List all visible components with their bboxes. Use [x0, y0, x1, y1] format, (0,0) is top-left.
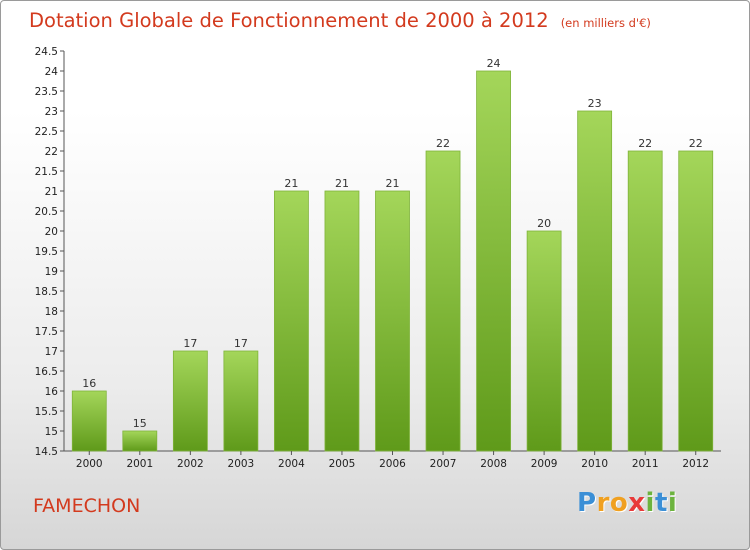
x-tick-label: 2005	[329, 458, 356, 470]
y-tick-label: 22	[45, 146, 58, 158]
bar	[71, 390, 107, 452]
y-tick-label: 14.5	[35, 446, 58, 458]
logo-letter: i	[645, 488, 655, 518]
bar	[122, 430, 158, 452]
y-tick-label: 22.5	[35, 126, 58, 138]
bar-value-label: 21	[284, 177, 298, 190]
y-tick-label: 19.5	[35, 246, 58, 258]
logo-letter: x	[628, 488, 646, 518]
y-tick-label: 20.5	[35, 206, 58, 218]
y-tick-label: 17.5	[35, 326, 58, 338]
bar	[678, 150, 714, 452]
y-tick-label: 16	[45, 386, 59, 398]
x-tick-label: 2003	[228, 458, 255, 470]
bar-value-label: 24	[487, 57, 501, 70]
y-tick-label: 21	[45, 186, 58, 198]
bar	[526, 230, 562, 452]
bar-value-label: 21	[335, 177, 349, 190]
y-tick-label: 21.5	[35, 166, 58, 178]
y-tick-label: 15	[45, 426, 58, 438]
x-axis-ticks: 2000 2001 2002 2003 2004 2005 2006 2007 2008 2009…	[76, 451, 709, 470]
y-tick-label: 15.5	[35, 406, 58, 418]
bar-value-label: 21	[386, 177, 400, 190]
proxiti-logo: Proxiti	[577, 488, 677, 518]
y-axis-ticks: 14.5 15 15.5 16 16.5 17 17.5 18 18.5 19 19.5 20 20.5…	[35, 46, 64, 458]
chart-title: Dotation Globale de Fonctionnement de 20…	[29, 9, 651, 32]
bar	[627, 150, 663, 452]
bar-value-label: 16	[82, 377, 96, 390]
bar-value-label: 23	[588, 97, 602, 110]
bar-value-label: 17	[234, 337, 248, 350]
y-tick-label: 20	[45, 226, 58, 238]
y-tick-label: 19	[45, 266, 58, 278]
bar	[577, 110, 613, 452]
x-tick-label: 2002	[177, 458, 204, 470]
y-tick-label: 18	[45, 306, 58, 318]
x-tick-label: 2001	[126, 458, 153, 470]
y-tick-label: 23	[45, 106, 58, 118]
y-tick-label: 23.5	[35, 86, 58, 98]
logo-letter: r	[596, 488, 610, 518]
x-tick-label: 2009	[531, 458, 558, 470]
x-tick-label: 2006	[379, 458, 406, 470]
logo-letter: i	[667, 488, 678, 518]
bar	[223, 350, 259, 452]
chart-title-text: Dotation Globale de Fonctionnement de 20…	[29, 9, 549, 32]
bar-value-label: 22	[436, 137, 450, 150]
bar-value-label: 20	[537, 217, 551, 230]
logo-letter: o	[609, 488, 629, 518]
x-tick-label: 2004	[278, 458, 305, 470]
bar-value-label: 22	[689, 137, 703, 150]
logo-letter: t	[654, 488, 668, 518]
x-tick-label: 2007	[430, 458, 457, 470]
bar	[375, 190, 410, 452]
bar	[324, 190, 360, 452]
x-tick-label: 2011	[632, 458, 659, 470]
bar	[172, 350, 208, 452]
bar	[425, 150, 461, 452]
bar	[274, 190, 309, 452]
bar-series: 16 15 17 17 21 21 21 22 24 20 23 22 22	[71, 57, 714, 452]
y-tick-label: 17	[45, 346, 58, 358]
bar-value-label: 15	[133, 417, 147, 430]
chart-subtitle: (en milliers d'€)	[560, 16, 651, 30]
x-tick-label: 2010	[581, 458, 608, 470]
y-tick-label: 24	[45, 66, 59, 78]
x-tick-label: 2012	[682, 458, 709, 470]
y-tick-label: 24.5	[35, 46, 58, 58]
bar	[476, 70, 511, 452]
y-tick-label: 16.5	[35, 366, 58, 378]
bar-value-label: 22	[638, 137, 652, 150]
y-tick-label: 18.5	[35, 286, 58, 298]
x-tick-label: 2008	[480, 458, 507, 470]
bar-value-label: 17	[183, 337, 197, 350]
commune-name: FAMECHON	[33, 495, 141, 517]
x-tick-label: 2000	[76, 458, 103, 470]
logo-letter: P	[577, 488, 597, 518]
